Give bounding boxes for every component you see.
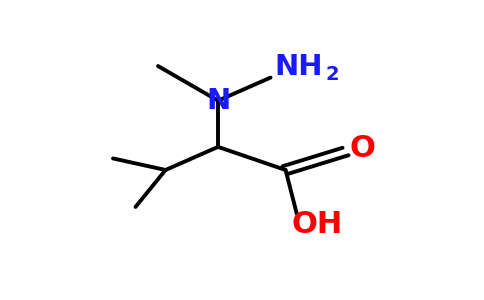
- Text: OH: OH: [292, 210, 343, 239]
- Text: 2: 2: [326, 64, 339, 84]
- Text: NH: NH: [274, 53, 323, 81]
- Text: O: O: [349, 134, 376, 163]
- Text: N: N: [206, 87, 230, 115]
